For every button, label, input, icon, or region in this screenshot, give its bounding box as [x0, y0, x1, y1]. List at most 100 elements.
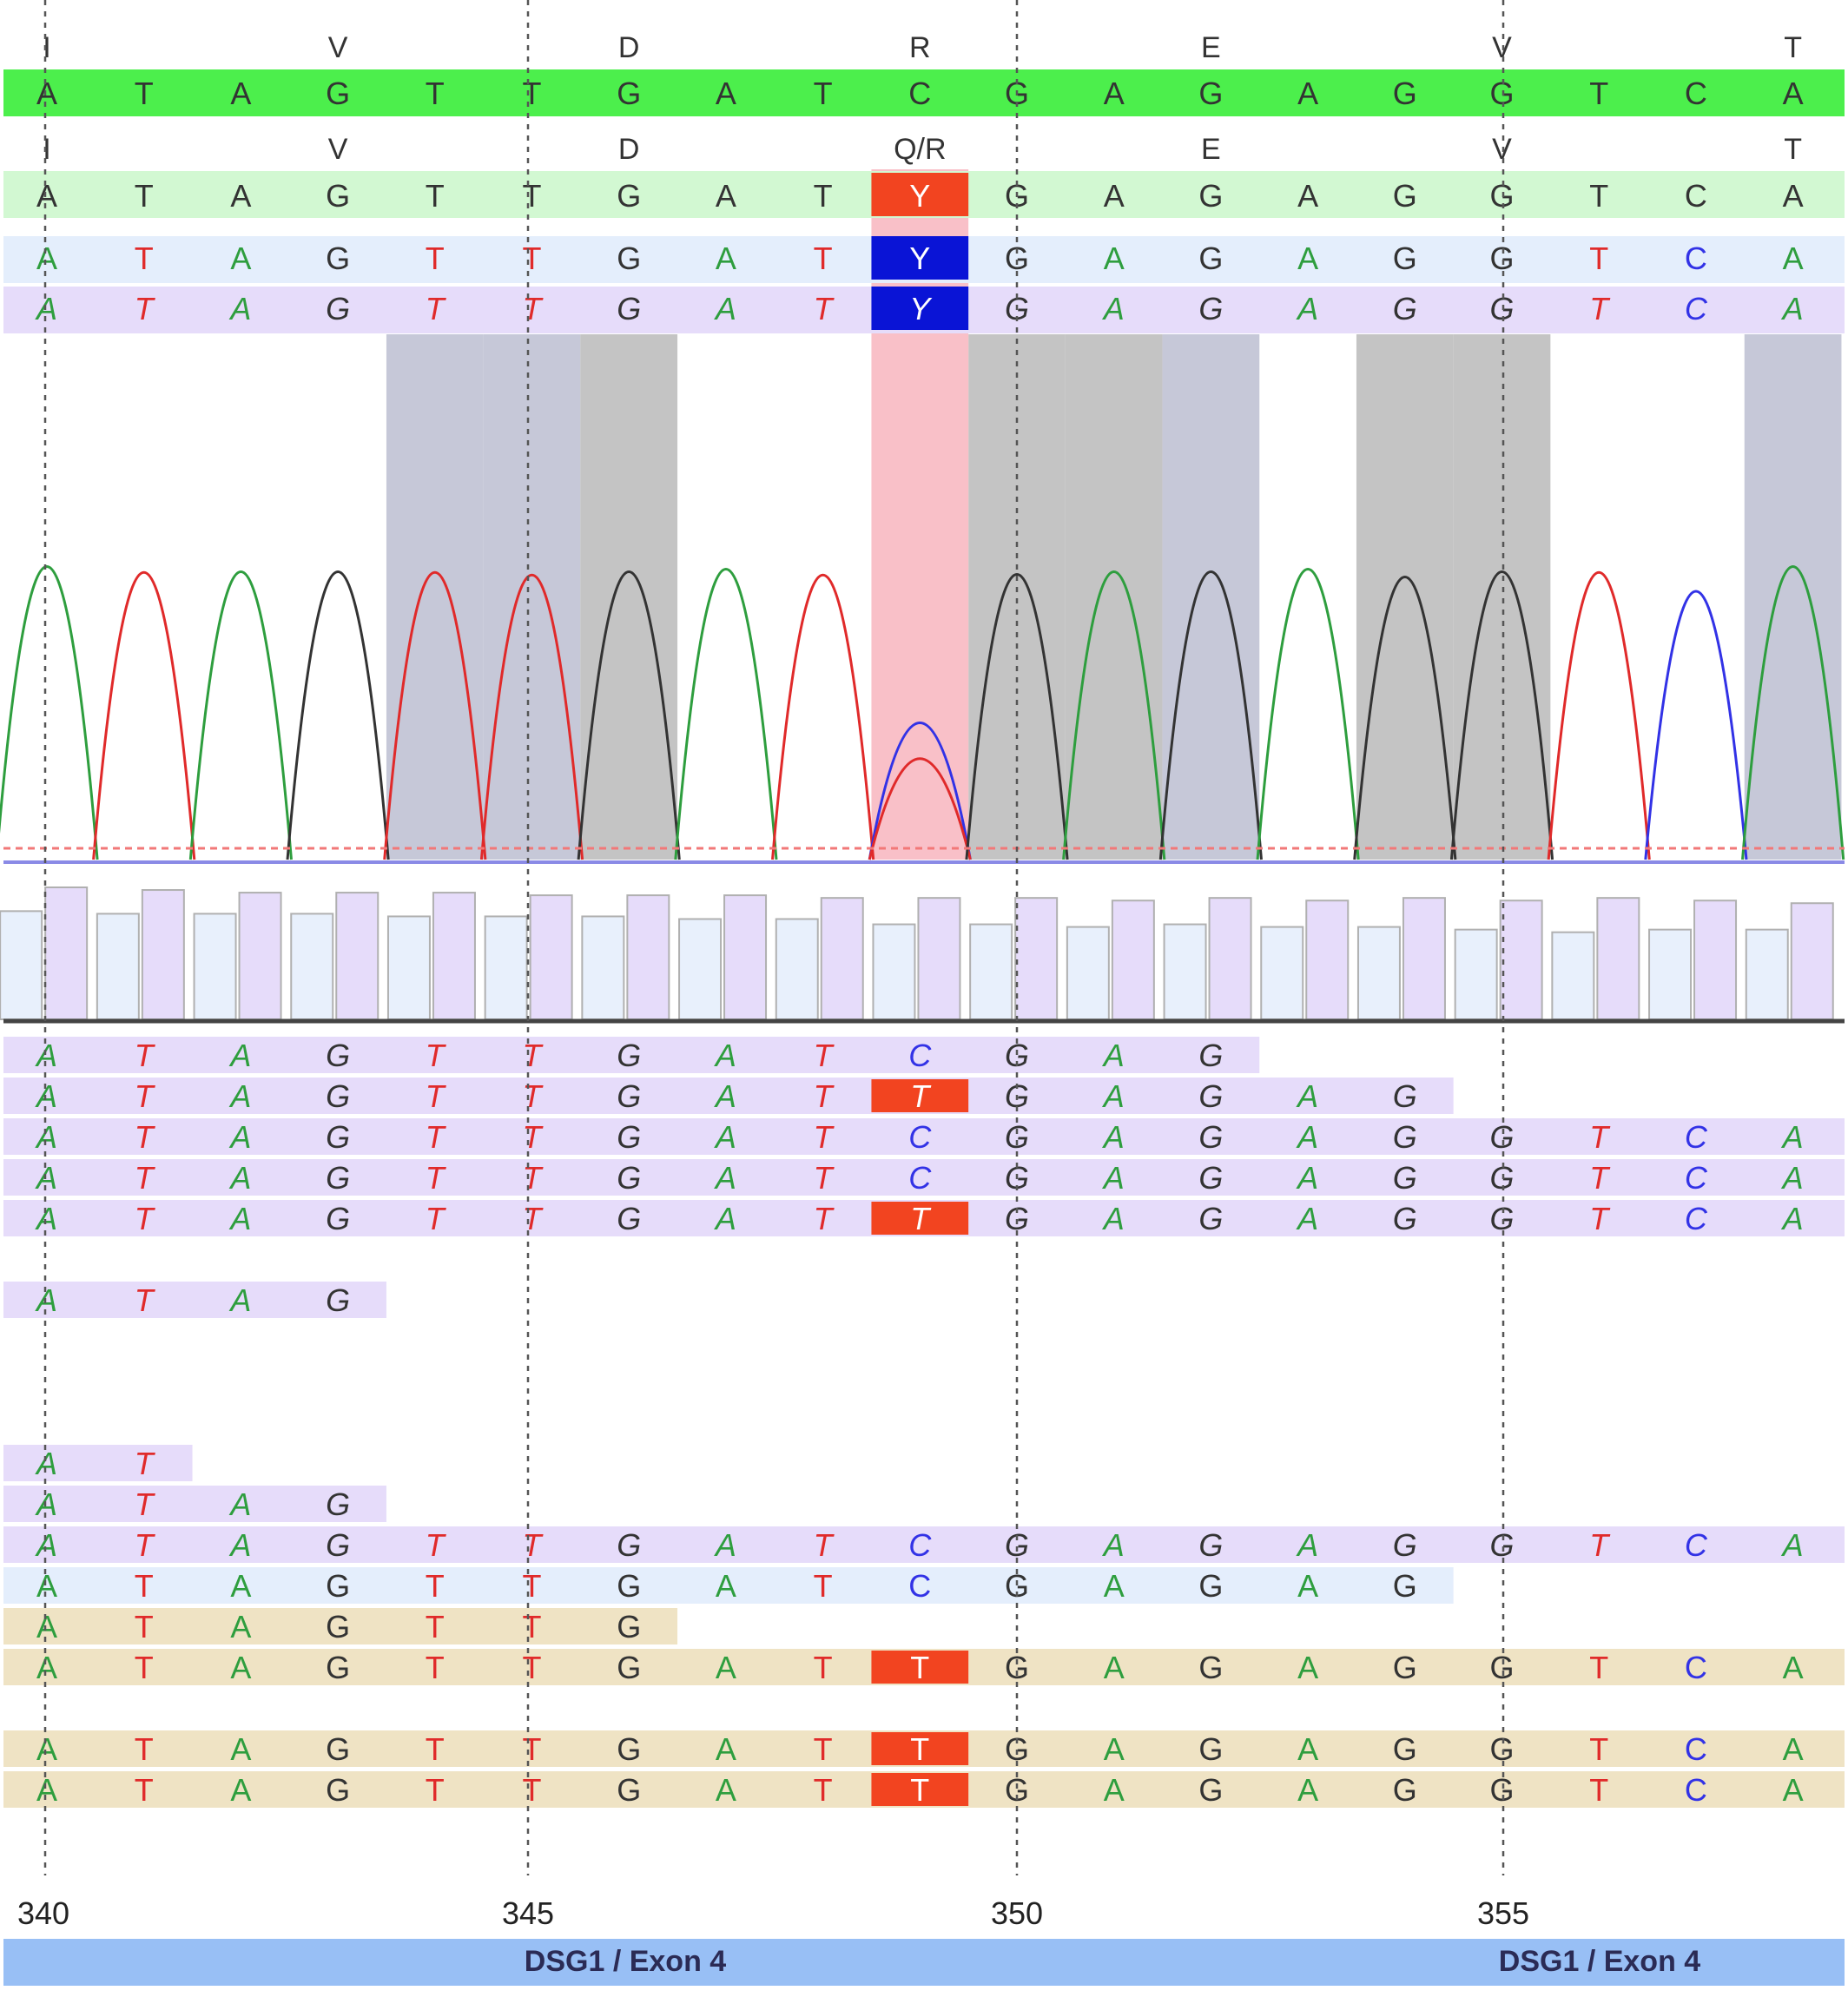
consensus-base: A — [1104, 178, 1125, 214]
consensus-base: A — [1297, 178, 1318, 214]
read-base: G — [617, 1201, 641, 1236]
exon-bar — [3, 1939, 1845, 1986]
quality-bar-forward — [1745, 928, 1789, 1021]
quality-bar-forward — [1260, 926, 1304, 1020]
read-base: G — [326, 1731, 350, 1767]
read-base: G — [1198, 1731, 1223, 1767]
read-base: T — [814, 1527, 835, 1563]
read-base: A — [1781, 1119, 1804, 1155]
read-base: G — [326, 1650, 350, 1685]
consensus-amino-acid: E — [1201, 133, 1221, 166]
quality-bar-forward — [386, 915, 431, 1020]
consensus-amino-acid: T — [1784, 133, 1802, 166]
read-base: T — [426, 1119, 447, 1155]
trace-shade-column — [1356, 334, 1454, 860]
reference-amino-acid: V — [328, 31, 348, 64]
ruler-position-label: 345 — [502, 1895, 554, 1931]
read-base: A — [35, 1119, 57, 1155]
read-base: T — [523, 1160, 544, 1196]
quality-bar-reverse — [335, 892, 380, 1020]
read-base: A — [228, 1527, 251, 1563]
read-base: A — [36, 1731, 57, 1767]
trace-read-base: T — [426, 291, 447, 326]
read-bar — [3, 1159, 1845, 1196]
read-base: A — [714, 1527, 736, 1563]
read-base: A — [1783, 1772, 1804, 1808]
read-base: G — [1393, 1568, 1417, 1604]
read-base: T — [135, 1527, 156, 1563]
read-base: A — [1296, 1160, 1318, 1196]
consensus-base: T — [426, 178, 445, 214]
trace-read-base: Y — [909, 241, 930, 276]
read-base: C — [1685, 1527, 1708, 1563]
quality-bar-forward — [1356, 926, 1401, 1020]
read-base: T — [523, 1078, 544, 1114]
read-base: G — [617, 1772, 641, 1808]
variant-marker — [871, 1732, 969, 1765]
consensus-base: G — [1489, 178, 1514, 214]
read-base: A — [36, 1609, 57, 1644]
quality-bar-reverse — [141, 889, 185, 1021]
quality-bar-reverse — [917, 897, 961, 1021]
read-base: C — [908, 1527, 932, 1563]
read-base: A — [230, 1609, 251, 1644]
read-pileup[interactable]: A T A G T T G A T C G A GA T A G T T G A T T G A G A GA T A G T T G A T C G A… — [3, 1037, 1845, 1808]
read-base: A — [1296, 1078, 1318, 1114]
quality-bar-forward — [1454, 928, 1498, 1021]
trace-peak — [1256, 568, 1360, 860]
chromatogram-peaks[interactable] — [0, 565, 1845, 864]
read-base: A — [1296, 1527, 1318, 1563]
read-base: A — [230, 1731, 251, 1767]
exon-annotation-bar[interactable]: DSG1 / Exon 4 DSG1 / Exon 4 — [3, 1939, 1845, 1986]
read-base: A — [1297, 1772, 1318, 1808]
read-bar — [3, 1118, 1845, 1155]
read-base: A — [716, 1568, 736, 1604]
read-base: G — [1198, 1650, 1223, 1685]
trace-peak — [674, 568, 778, 860]
read-base: C — [1685, 1119, 1708, 1155]
reference-amino-acid: I — [43, 31, 50, 64]
read-base: T — [426, 1731, 445, 1767]
read-base: C — [1685, 1731, 1707, 1767]
read-base: G — [617, 1160, 641, 1196]
consensus-base: G — [1393, 178, 1417, 214]
read-base: A — [714, 1078, 736, 1114]
read-base: G — [326, 1160, 350, 1196]
read-base: C — [1685, 1650, 1707, 1685]
quality-bar-forward — [775, 918, 819, 1020]
trace-read-base: A — [1297, 241, 1318, 276]
read-base: A — [1781, 1160, 1804, 1196]
trace-peak — [286, 570, 390, 860]
variant-marker — [871, 1079, 969, 1112]
trace-peak — [1158, 570, 1263, 860]
read-base: T — [523, 1772, 542, 1808]
read-base: T — [814, 1038, 835, 1073]
consensus-base: A — [1783, 178, 1804, 214]
trace-read-base: G — [617, 241, 641, 276]
reference-base: C — [908, 76, 931, 111]
quality-bar-forward — [1163, 923, 1207, 1021]
quality-bar-reverse — [1499, 900, 1543, 1020]
read-base: A — [714, 1038, 736, 1073]
read-base: T — [1589, 1731, 1608, 1767]
quality-bar-forward — [678, 918, 723, 1020]
consensus-amino-acid: V — [328, 133, 348, 166]
trace-read-base: G — [1198, 241, 1223, 276]
trace-read-base: A — [716, 241, 736, 276]
read-base: G — [617, 1038, 641, 1073]
